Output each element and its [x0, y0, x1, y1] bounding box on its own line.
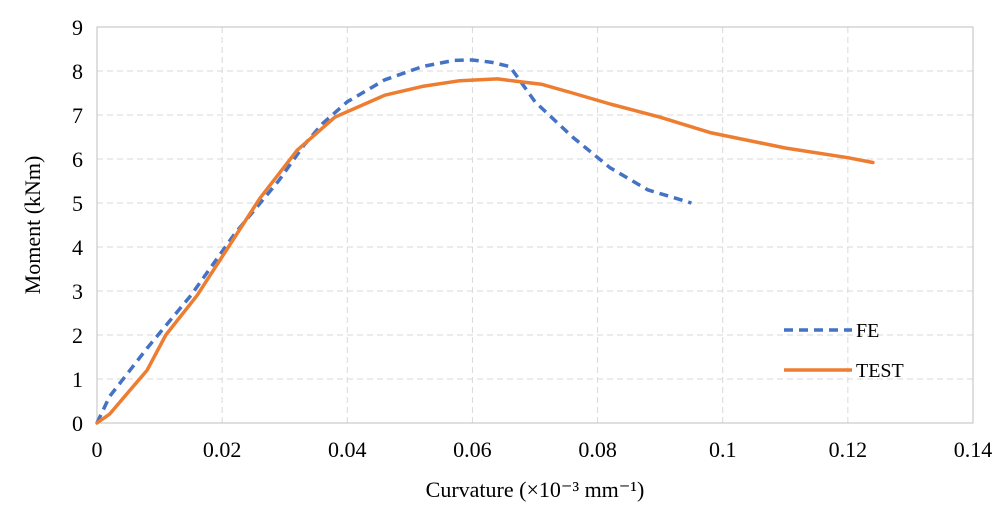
legend: FE TEST	[784, 320, 904, 382]
plot-area-border	[96, 26, 974, 424]
x-tick-label: 0.1	[709, 437, 737, 462]
series-line-test	[95, 77, 875, 425]
grid-lines	[97, 27, 973, 423]
x-tick-label: 0.06	[453, 437, 492, 462]
y-tick-label: 6	[72, 147, 83, 172]
x-tick-label: 0.14	[954, 437, 993, 462]
y-tick-label: 9	[72, 15, 83, 40]
y-tick-label: 8	[72, 59, 83, 84]
y-tick-label: 7	[72, 103, 83, 128]
x-tick-label: 0	[92, 437, 103, 462]
x-tick-label: 0.04	[328, 437, 367, 462]
legend-label-test: TEST	[856, 360, 904, 382]
y-tick-label: 1	[72, 367, 83, 392]
y-tick-label: 3	[72, 279, 83, 304]
x-axis-title: Curvature (×10⁻³ mm⁻¹)	[426, 477, 645, 502]
series-line-fe	[95, 58, 692, 424]
y-tick-label: 5	[72, 191, 83, 216]
x-tick-label: 0.08	[578, 437, 617, 462]
y-tick-label: 4	[72, 235, 83, 260]
x-tick-label: 0.12	[829, 437, 868, 462]
series-layer	[95, 58, 875, 425]
y-tick-labels: 0 1 2 3 4 5 6 7 8 9	[72, 15, 83, 436]
x-tick-label: 0.02	[203, 437, 242, 462]
y-axis-title: Moment (kNm)	[20, 156, 45, 295]
y-tick-label: 0	[72, 411, 83, 436]
x-tick-labels: 0 0.02 0.04 0.06 0.08 0.1 0.12 0.14	[92, 437, 993, 462]
legend-label-fe: FE	[856, 320, 879, 342]
y-tick-label: 2	[72, 323, 83, 348]
